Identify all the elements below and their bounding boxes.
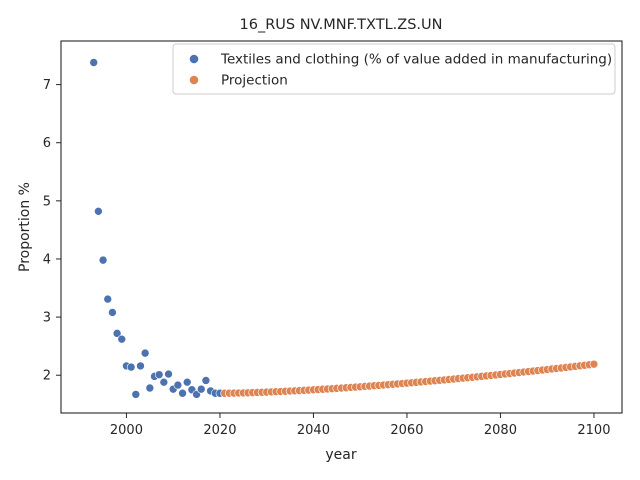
y-axis-label: Proportion %: [17, 182, 33, 272]
x-tick-label: 2040: [297, 423, 330, 438]
y-tick-label: 5: [43, 194, 51, 209]
data-point-observed: [182, 377, 192, 387]
x-tick-label: 2100: [577, 423, 610, 438]
x-tick-label: 2020: [203, 423, 236, 438]
y-axis: 2 3 4 5 6 7: [43, 78, 61, 384]
data-point-observed: [103, 294, 113, 304]
data-point-projection: [589, 359, 599, 369]
data-point-observed: [108, 308, 117, 317]
data-point-observed: [140, 348, 150, 358]
chart-title: 16_RUS NV.MNF.TXTL.ZS.UN: [240, 17, 443, 33]
legend-marker-series-1: [189, 54, 199, 64]
y-tick-label: 4: [43, 252, 51, 267]
data-point-observed: [94, 207, 103, 216]
data-point-observed: [98, 255, 108, 265]
x-axis: 2000 2020 2040 2060 2080 2100: [110, 413, 610, 438]
legend-label-series-1: Textiles and clothing (% of value added …: [220, 52, 612, 68]
plot-area: [60, 40, 623, 414]
data-point-observed: [178, 388, 187, 398]
data-point-observed: [145, 383, 155, 393]
legend-marker-series-2: [189, 75, 199, 85]
data-point-observed: [112, 329, 122, 338]
data-point-observed: [131, 390, 141, 399]
data-point-observed: [154, 370, 164, 379]
legend-label-series-2: Projection: [221, 73, 288, 89]
data-point-observed: [136, 361, 145, 371]
data-point-observed: [159, 377, 169, 387]
legend-box: [172, 43, 616, 95]
data-points: [89, 58, 599, 399]
x-axis-label: year: [325, 447, 356, 463]
y-tick-label: 3: [43, 311, 51, 326]
data-point-observed: [196, 384, 206, 394]
data-point-observed: [201, 376, 211, 385]
data-point-observed: [117, 334, 127, 344]
x-tick-label: 2000: [110, 423, 143, 438]
y-tick-label: 2: [43, 369, 51, 384]
legend: Textiles and clothing (% of value added …: [172, 43, 616, 95]
data-point-observed: [126, 362, 136, 372]
data-point-observed: [164, 369, 173, 379]
x-tick-label: 2080: [484, 423, 517, 438]
x-tick-label: 2060: [390, 423, 423, 438]
data-point-observed: [173, 380, 183, 390]
y-tick-label: 7: [43, 78, 51, 93]
data-point-observed: [89, 58, 99, 67]
y-tick-label: 6: [43, 136, 51, 151]
